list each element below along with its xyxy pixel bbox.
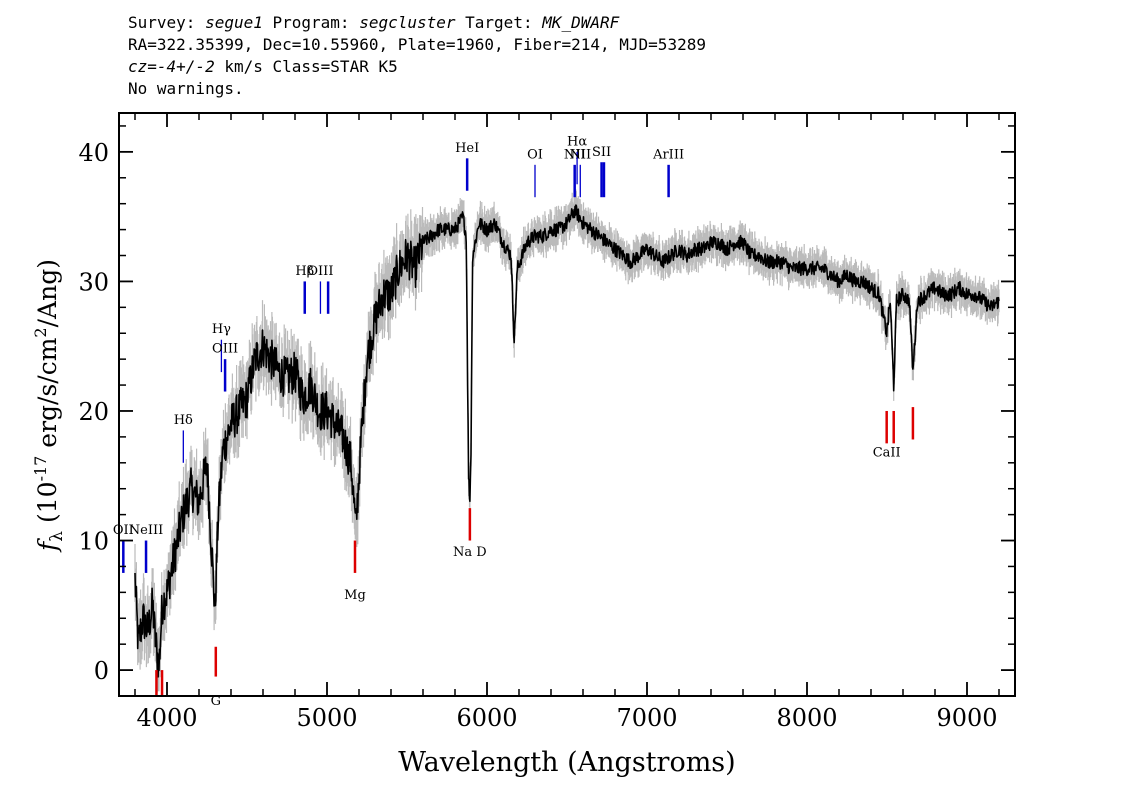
plot-frame: [118, 112, 1016, 697]
emission-line-label: NeIII: [129, 523, 163, 538]
emission-line-label: Hβ: [295, 264, 314, 279]
header-line-warnings: No warnings.: [128, 79, 244, 98]
x-tick-label: 6000: [456, 704, 517, 732]
target-value: MK_DWARF: [542, 13, 620, 32]
emission-line-label: SII: [592, 145, 611, 160]
flux-line-layer: [134, 204, 1000, 678]
emission-line-label: OI: [527, 147, 543, 162]
axis-ticks: 4000 5000 6000 7000 8000 9000 0 10 20 30 40: [78, 113, 1015, 732]
x-axis-label: Wavelength (Angstroms): [398, 747, 735, 778]
error-band: [134, 188, 1000, 693]
y-tick-label: 30: [78, 268, 109, 296]
x-tick-label: 7000: [616, 704, 677, 732]
spectrum-header: Survey: segue1 Program: segcluster Targe…: [128, 12, 706, 100]
emission-line-label: OIII: [307, 264, 333, 279]
flux-line: [134, 204, 1000, 678]
survey-value: segue1: [205, 13, 263, 32]
header-line-coordinates: RA=322.35399, Dec=10.55960, Plate=1960, …: [128, 35, 706, 54]
x-tick-label: 9000: [936, 704, 997, 732]
program-label: Program:: [262, 13, 360, 32]
absorption-line-label: CaII: [873, 445, 901, 460]
absorption-line-label: Mg: [344, 588, 366, 603]
y-axis-label: fλ (10-17 erg/s/cm2/Ang): [31, 259, 67, 553]
emission-line-label: Hα: [567, 134, 587, 149]
redshift-unit-class: km/s Class=STAR K5: [214, 57, 398, 76]
emission-line-label: Hδ: [174, 413, 193, 428]
error-band-path: [134, 188, 1000, 693]
y-tick-label: 0: [94, 657, 109, 685]
y-tick-label: 40: [78, 139, 109, 167]
emission-line-label: Hγ: [212, 322, 231, 337]
absorption-line-label: Na D: [453, 545, 487, 560]
x-tick-label: 5000: [296, 704, 357, 732]
survey-label: Survey:: [128, 13, 206, 32]
y-tick-label: 10: [78, 528, 109, 556]
header-line-survey: Survey: segue1 Program: segcluster Targe…: [128, 12, 706, 34]
x-tick-label: 4000: [136, 704, 197, 732]
emission-line-label: HeI: [455, 141, 479, 156]
y-tick-label: 20: [78, 398, 109, 426]
emission-line-label: ArIII: [652, 147, 684, 162]
header-line-redshift: cz=-4+/-2 km/s Class=STAR K5: [128, 56, 706, 78]
emission-line-label: OIII: [212, 342, 238, 357]
emission-line-label: NII: [564, 147, 586, 162]
absorption-line-label: G: [211, 694, 221, 709]
target-label: Target:: [455, 13, 543, 32]
redshift-value: cz=-4+/-2: [128, 57, 215, 76]
x-tick-label: 8000: [776, 704, 837, 732]
emission-line-label: NII: [569, 147, 591, 162]
program-value: segcluster: [359, 13, 456, 32]
